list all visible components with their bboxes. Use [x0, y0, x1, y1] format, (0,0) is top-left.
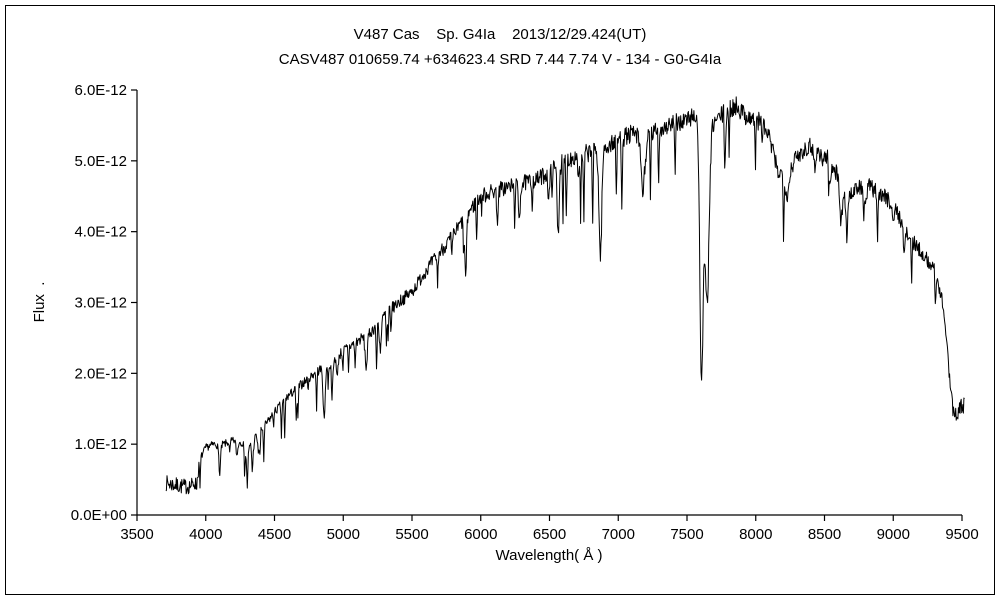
x-tick-label: 9500 — [945, 526, 978, 543]
y-tick-label: 1.0E-12 — [74, 436, 127, 453]
chart-subtitle: CASV487 010659.74 +634623.4 SRD 7.44 7.7… — [278, 51, 722, 68]
x-tick-label: 5000 — [327, 526, 360, 543]
y-tick-label: 2.0E-12 — [74, 365, 127, 382]
x-tick-label: 7500 — [670, 526, 703, 543]
x-tick-label: 8500 — [808, 526, 841, 543]
y-tick-label: 6.0E-12 — [74, 82, 127, 99]
axes — [136, 90, 962, 516]
x-tick-label: 7000 — [602, 526, 635, 543]
x-tick-label: 6500 — [533, 526, 566, 543]
x-tick-label: 3500 — [120, 526, 153, 543]
axis-ticks: 3500 4000 4500 5000 5500 6000 6500 7000 7500 8000… — [71, 82, 979, 543]
x-axis-label: Wavelength( Å ) — [496, 547, 603, 564]
chart-title: V487 Cas Sp. G4Ia 2013/12/29.424(UT) — [353, 26, 647, 43]
y-tick-label: 3.0E-12 — [74, 295, 127, 312]
x-tick-label: 5500 — [395, 526, 428, 543]
y-axis-label: Flux . — [31, 282, 48, 323]
x-tick-label: 4000 — [189, 526, 222, 543]
x-tick-label: 9000 — [877, 526, 910, 543]
x-tick-label: 8000 — [739, 526, 772, 543]
y-tick-label: 5.0E-12 — [74, 153, 127, 170]
x-tick-label: 6000 — [464, 526, 497, 543]
x-tick-label: 4500 — [258, 526, 291, 543]
y-tick-label: 0.0E+00 — [71, 507, 127, 524]
spectrum-line — [165, 96, 965, 495]
y-tick-label: 4.0E-12 — [74, 224, 127, 241]
